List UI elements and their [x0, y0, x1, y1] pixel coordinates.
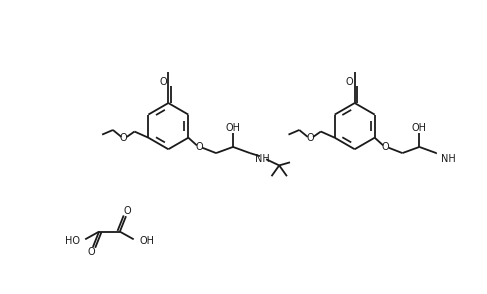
Text: O: O: [382, 142, 389, 152]
Text: O: O: [88, 248, 95, 258]
Text: O: O: [306, 133, 314, 143]
Text: O: O: [159, 77, 167, 87]
Text: OH: OH: [225, 123, 241, 133]
Text: O: O: [345, 77, 353, 87]
Text: OH: OH: [412, 123, 427, 133]
Text: NH: NH: [255, 154, 270, 164]
Text: O: O: [124, 206, 131, 216]
Text: O: O: [195, 142, 203, 152]
Text: NH: NH: [441, 154, 456, 164]
Text: HO: HO: [65, 236, 80, 246]
Text: O: O: [120, 133, 128, 143]
Text: OH: OH: [140, 236, 155, 246]
